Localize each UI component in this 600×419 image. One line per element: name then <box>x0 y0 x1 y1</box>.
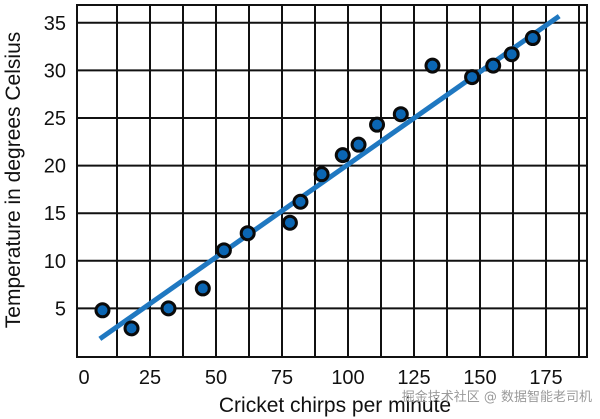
y-tick-label: 25 <box>44 108 66 130</box>
data-point <box>292 193 309 210</box>
data-point <box>524 30 541 47</box>
data-point <box>281 214 298 231</box>
data-point <box>215 242 232 259</box>
data-point <box>160 300 177 317</box>
y-tick-label: 15 <box>44 203 66 225</box>
x-tick-label: 175 <box>529 367 562 389</box>
data-point <box>503 46 520 63</box>
data-point <box>369 116 386 133</box>
y-tick-label: 30 <box>44 60 66 82</box>
data-point <box>424 57 441 74</box>
data-point <box>464 69 481 86</box>
data-point <box>392 106 409 123</box>
trend-line-group <box>98 14 561 341</box>
x-tick-label: 75 <box>271 367 293 389</box>
data-point <box>350 136 367 153</box>
y-tick-label: 20 <box>44 156 66 178</box>
x-tick-label: 25 <box>139 367 161 389</box>
x-tick-label: 150 <box>463 367 496 389</box>
x-tick-label: 0 <box>78 367 89 389</box>
y-tick-label: 35 <box>44 13 66 35</box>
data-point <box>485 57 502 74</box>
x-tick-label: 100 <box>331 367 364 389</box>
trend-line <box>98 14 561 341</box>
x-axis-label: Cricket chirps per minute <box>219 394 451 417</box>
x-tick-label: 50 <box>205 367 227 389</box>
grid <box>76 4 588 358</box>
data-point <box>94 302 111 319</box>
data-point <box>334 147 351 164</box>
y-tick-label: 10 <box>44 251 66 273</box>
data-points <box>94 30 541 337</box>
data-point <box>194 280 211 297</box>
data-point <box>313 166 330 183</box>
x-tick-label: 125 <box>397 367 430 389</box>
y-tick-label: 5 <box>55 298 66 320</box>
data-point <box>123 320 140 337</box>
watermark: 掘金技术社区 @ 数据智能老司机 <box>402 389 592 405</box>
tick-labels: 0 25 50 75 100 125 150 175 5 10 15 20 25 30 35 <box>44 13 563 389</box>
y-axis-label: Temperature in degrees Celsius <box>2 32 25 328</box>
plot-frame <box>76 4 588 358</box>
data-point <box>239 225 256 242</box>
